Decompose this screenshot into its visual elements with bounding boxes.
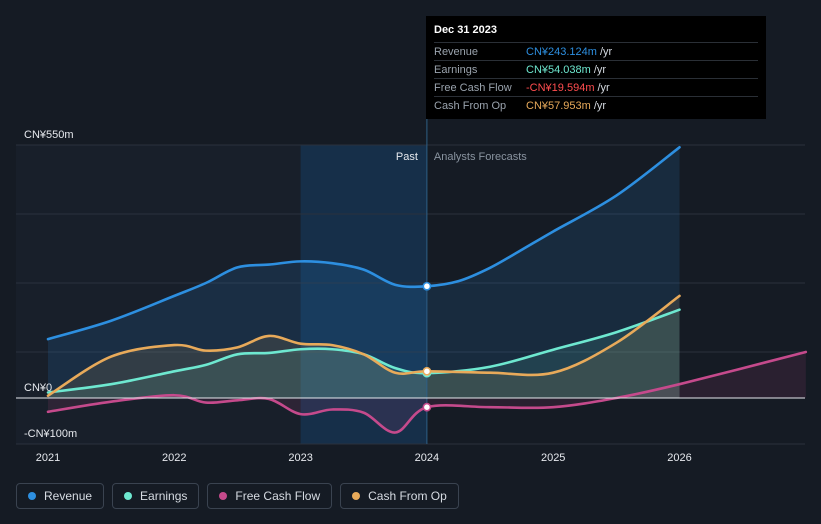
cash-from-op-dot-icon (352, 492, 361, 500)
tooltip-unit: /yr (597, 81, 610, 94)
legend-item-free-cash-flow[interactable]: Free Cash Flow (207, 483, 333, 509)
legend: Revenue Earnings Free Cash Flow Cash Fro… (16, 483, 459, 509)
marker-fcf (422, 402, 432, 412)
tooltip-label: Earnings (434, 63, 478, 76)
tooltip-label: Revenue (434, 45, 479, 58)
marker-cfo (422, 366, 432, 376)
tooltip-value: CN¥54.038m (526, 63, 591, 76)
x-tick-label: 2022 (162, 452, 186, 464)
revenue-dot-icon (28, 492, 36, 500)
data-tooltip: Dec 31 2023 Revenue CN¥243.124m /yr Earn… (426, 16, 766, 119)
series-line-revenue (46, 146, 681, 341)
y-tick-label: CN¥0 (24, 382, 52, 394)
x-tick-label: 2021 (36, 452, 60, 464)
tooltip-label: Free Cash Flow (434, 81, 512, 94)
x-tick-label: 2025 (541, 452, 565, 464)
legend-label: Free Cash Flow (235, 489, 321, 503)
tooltip-value: CN¥243.124m (526, 45, 597, 58)
legend-item-cash-from-op[interactable]: Cash From Op (340, 483, 459, 509)
series-area-cfo (48, 295, 680, 398)
tooltip-row-free-cash-flow: Free Cash Flow -CN¥19.594m /yr (434, 78, 758, 96)
legend-item-revenue[interactable]: Revenue (16, 483, 105, 509)
gridlines (16, 144, 805, 445)
forecast-label: Analysts Forecasts (434, 151, 527, 163)
y-tick-label: -CN¥100m (24, 428, 77, 440)
series-line-cfo (46, 294, 681, 397)
tooltip-value: -CN¥19.594m (526, 81, 595, 94)
tooltip-value: CN¥57.953m (526, 99, 591, 112)
x-axis-labels: 2021 2022 2023 2024 2025 2026 (36, 452, 692, 464)
tooltip-label: Cash From Op (434, 99, 507, 112)
legend-item-earnings[interactable]: Earnings (112, 483, 200, 509)
free-cash-flow-dot-icon (219, 492, 228, 500)
tooltip-date: Dec 31 2023 (434, 24, 497, 36)
x-tick-label: 2023 (288, 452, 312, 464)
x-tick-label: 2024 (415, 452, 439, 464)
legend-label: Earnings (140, 489, 188, 503)
tooltip-unit: /yr (593, 99, 607, 112)
marker-revenue (422, 281, 432, 291)
series-line-earnings (46, 308, 681, 394)
y-tick-label: CN¥550m (24, 129, 74, 141)
tooltip-row-revenue: Revenue CN¥243.124m /yr (434, 42, 758, 60)
highlight-band (300, 145, 427, 444)
x-tick-label: 2026 (667, 452, 691, 464)
hover-markers (422, 281, 432, 412)
earnings-dot-icon (124, 492, 133, 500)
past-label: Past (396, 151, 418, 163)
y-axis-labels: CN¥550m CN¥0 -CN¥100m (24, 129, 77, 440)
tooltip-row-earnings: Earnings CN¥54.038m /yr (434, 60, 758, 78)
tooltip-unit: /yr (599, 45, 613, 58)
tooltip-unit: /yr (593, 63, 607, 76)
legend-label: Cash From Op (368, 489, 447, 503)
legend-label: Revenue (44, 489, 93, 503)
series-area-revenue (48, 147, 680, 398)
series-area-fcf (48, 352, 806, 433)
tooltip-row-cash-from-op: Cash From Op CN¥57.953m /yr (434, 96, 758, 114)
